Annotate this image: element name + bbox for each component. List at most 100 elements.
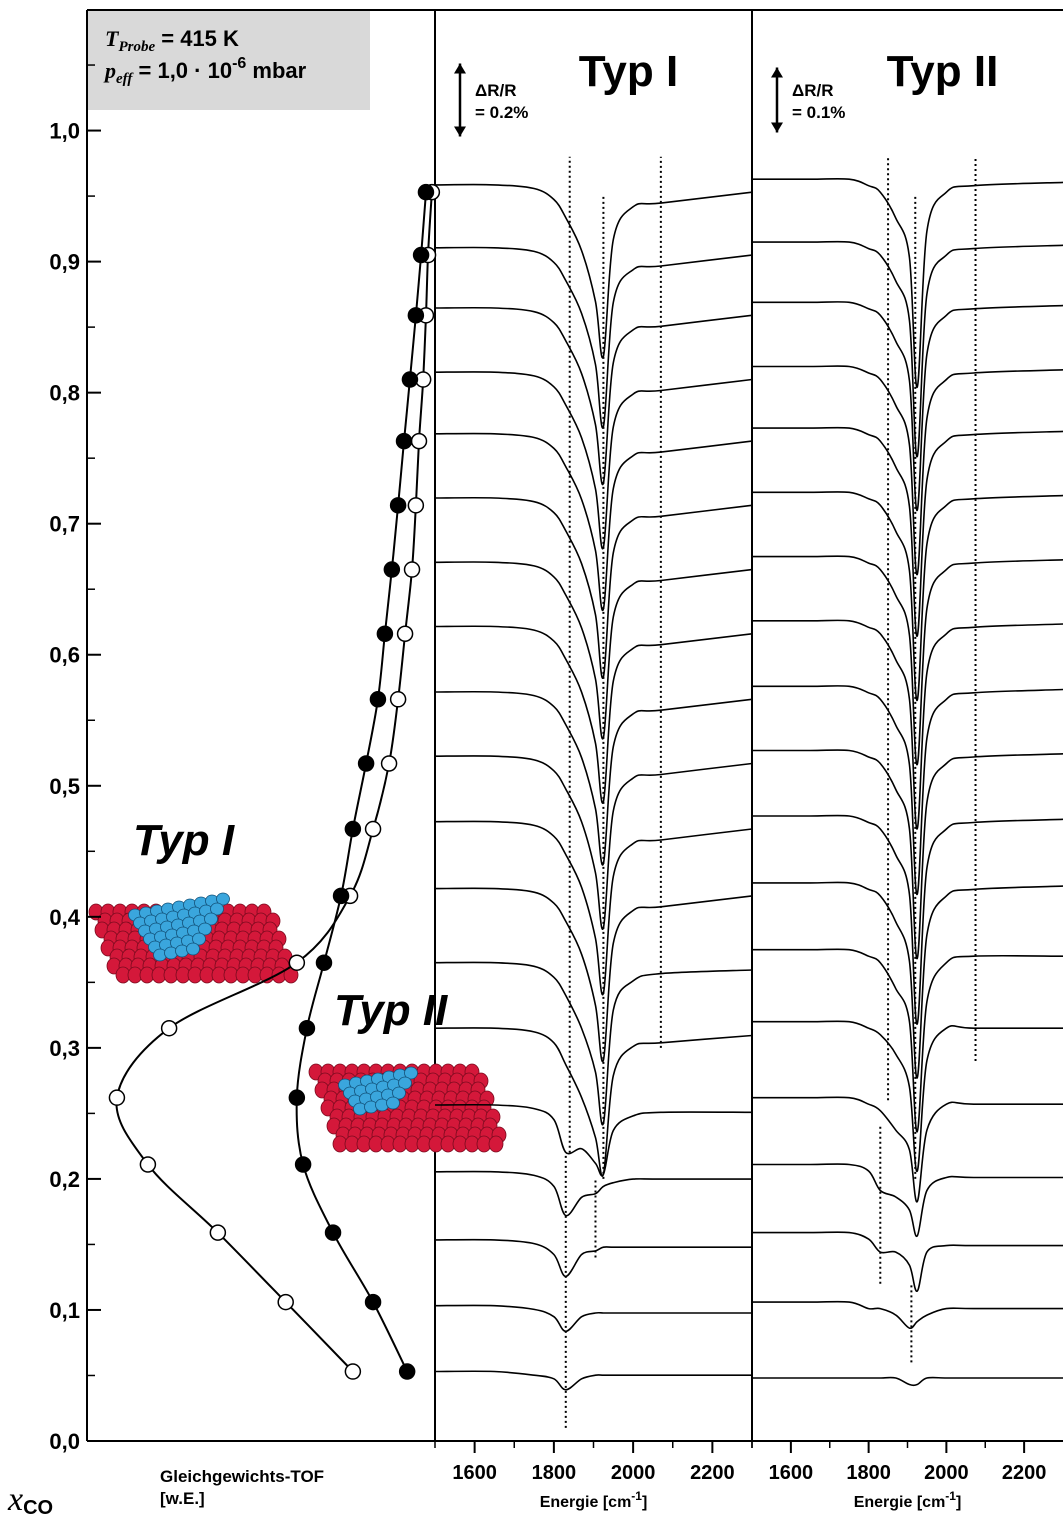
spectrum <box>752 948 1063 1133</box>
spectrum <box>752 426 1063 637</box>
data-point <box>364 820 382 838</box>
spectrum <box>434 961 753 1126</box>
data-point <box>357 755 375 772</box>
data-point <box>398 1363 416 1380</box>
annotation-part: T <box>105 26 120 51</box>
x-label-part: Energie [cm <box>540 1494 632 1511</box>
spectrum <box>434 820 753 996</box>
cluster-atom <box>204 912 218 926</box>
spectrum <box>752 749 1063 960</box>
spectrum <box>434 246 753 429</box>
annotation-part: = 1,0 · 10 <box>132 58 232 83</box>
data-point <box>344 1363 362 1380</box>
spectrum <box>751 365 1063 576</box>
y-tick-label: 0,7 <box>49 512 80 537</box>
data-point <box>396 625 414 643</box>
y-tick-label: 0,9 <box>49 250 80 275</box>
spectrum <box>752 1020 1063 1173</box>
cluster-atom <box>216 892 230 906</box>
x-label-part: ] <box>956 1494 961 1511</box>
scale-label: ΔR/R <box>792 81 834 100</box>
data-point <box>288 1089 306 1106</box>
data-point <box>344 820 362 838</box>
y-tick-label: 0,1 <box>49 1298 80 1323</box>
data-point <box>410 432 428 450</box>
substrate-atom <box>488 1135 504 1153</box>
x-tick-label: 1800 <box>846 1462 891 1484</box>
fit-curve <box>115 192 433 1373</box>
arrow-head <box>771 122 783 133</box>
y-tick-label: 1,0 <box>49 119 80 144</box>
y-tick-label: 0,6 <box>49 643 80 668</box>
x-label-part: ] <box>642 1494 647 1511</box>
arrow-head <box>771 67 783 78</box>
annotation-part: eff <box>116 71 134 87</box>
x-label-part: -1 <box>631 1489 642 1503</box>
data-point <box>108 1089 126 1106</box>
annotation: peff = 1,0 · 10-6 mbar <box>103 55 307 87</box>
x-axis-label: Energie [cm-1] <box>540 1489 648 1511</box>
data-point <box>294 1156 312 1173</box>
data-point <box>139 1156 157 1173</box>
spectrum <box>752 814 1063 1025</box>
data-point <box>332 887 350 905</box>
data-point <box>209 1224 227 1241</box>
data-point <box>277 1293 294 1311</box>
x-tick-label: 1800 <box>532 1462 577 1484</box>
x-tick-label: 2200 <box>690 1462 735 1484</box>
cluster-label: Typ II <box>334 986 448 1035</box>
y-tick-label: 0,3 <box>49 1036 80 1061</box>
annotation-box <box>88 11 370 110</box>
data-point <box>369 691 387 708</box>
spectrum <box>434 887 753 1063</box>
spectrum <box>434 306 753 486</box>
arrow-head <box>454 126 466 137</box>
data-point <box>315 954 333 971</box>
spectrum <box>751 1300 1063 1330</box>
cluster-illustrations <box>88 892 507 1153</box>
x-axis-label: Gleichgewichts-TOF <box>160 1467 324 1486</box>
data-point <box>403 561 421 578</box>
data-point <box>380 755 398 772</box>
data-point <box>389 497 407 514</box>
panel-title: Typ I <box>579 47 678 96</box>
x-label-part: -1 <box>945 1489 956 1503</box>
annotation-part: Probe <box>118 39 155 55</box>
spectrum <box>752 881 1063 1079</box>
x-tick-label: 1600 <box>769 1462 814 1484</box>
spectrum <box>434 432 753 612</box>
spectrum <box>751 1231 1063 1292</box>
data-point <box>412 246 430 264</box>
y-tick-label: 0,2 <box>49 1167 80 1192</box>
cluster-atom <box>186 942 200 956</box>
x-axis-label: Energie [cm-1] <box>854 1489 962 1511</box>
data-point <box>324 1224 342 1241</box>
spectrum <box>752 301 1063 512</box>
spectrum <box>434 1304 753 1333</box>
y-tick-label: 0,4 <box>49 905 80 930</box>
arrow-head <box>454 63 466 74</box>
y-label-part: x <box>7 1481 23 1518</box>
data-point <box>395 432 413 450</box>
y-tick-label: 0,5 <box>49 774 80 799</box>
data-point <box>383 561 401 578</box>
spectrum <box>752 1376 1063 1387</box>
x-tick-label: 2000 <box>611 1462 656 1484</box>
cluster-atom <box>386 1096 400 1110</box>
data-point <box>407 307 425 324</box>
spectrum <box>434 625 753 804</box>
x-tick-label: 1600 <box>452 1462 497 1484</box>
annotation-part: mbar <box>246 58 306 83</box>
cluster-atom <box>392 1086 406 1100</box>
data-point <box>401 371 419 388</box>
annotation-part: = 415 K <box>155 26 239 51</box>
spectrum <box>751 555 1063 766</box>
spectrum <box>752 491 1063 702</box>
spectrum <box>434 561 753 740</box>
x-label-part: Energie [cm <box>854 1494 946 1511</box>
data-point <box>389 691 407 708</box>
spectrum <box>434 755 753 931</box>
spectrum <box>434 1027 753 1177</box>
spectrum <box>752 1163 1063 1237</box>
